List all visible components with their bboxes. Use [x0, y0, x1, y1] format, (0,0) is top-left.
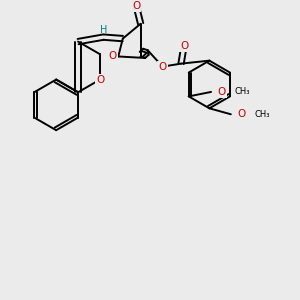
Text: O: O	[132, 1, 140, 11]
Text: H: H	[100, 25, 107, 35]
Text: O: O	[218, 87, 226, 97]
Text: O: O	[158, 61, 167, 72]
Text: O: O	[96, 75, 104, 85]
Text: CH₃: CH₃	[255, 110, 270, 119]
Text: CH₃: CH₃	[235, 87, 250, 96]
Text: O: O	[108, 52, 116, 61]
Text: O: O	[180, 41, 188, 51]
Text: O: O	[237, 109, 245, 119]
